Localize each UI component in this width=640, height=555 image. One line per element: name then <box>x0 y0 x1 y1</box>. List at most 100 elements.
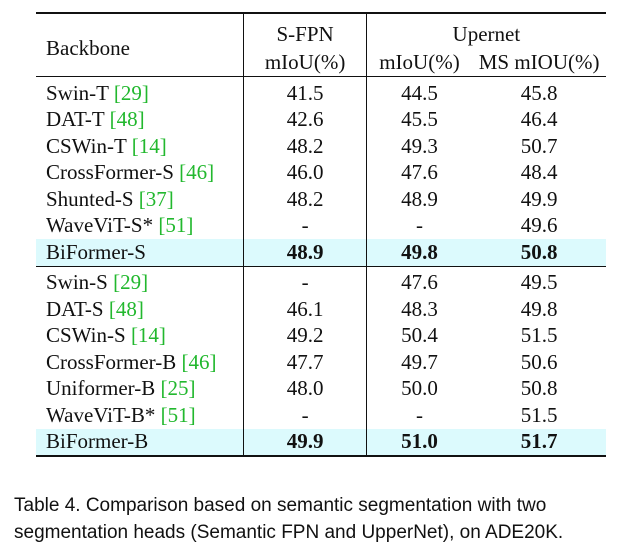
backbone-cell: Uniformer-B [25] <box>36 376 244 403</box>
sfpn-miou-cell: 48.9 <box>243 239 367 266</box>
table-row: DAT-T [48] 42.6 45.5 46.4 <box>36 106 606 134</box>
citation-link[interactable]: [14] <box>130 323 166 348</box>
backbone-cell: Swin-S [29] <box>36 270 244 297</box>
results-table-container: Backbone S-FPN Upernet mIoU(%) mIoU(%) M… <box>36 12 606 457</box>
sfpn-miou-cell: - <box>243 402 367 429</box>
backbone-name: CrossFormer-S <box>46 160 180 185</box>
citation-link[interactable]: [51] <box>158 213 194 238</box>
sfpn-miou-cell: 48.2 <box>243 133 367 160</box>
backbone-cell: BiFormer-B <box>36 428 244 456</box>
backbone-name: DAT-T <box>46 107 110 132</box>
upernet-miou-cell: - <box>365 402 473 429</box>
upernet-miou-cell: 49.3 <box>365 133 473 160</box>
header-upernet-ms-miou: MS mIOU(%) <box>478 49 600 74</box>
header-row-2: mIoU(%) mIoU(%) MS mIOU(%) <box>36 48 606 77</box>
backbone-name: CSWin-T <box>46 133 132 158</box>
upernet-miou-cell: 50.4 <box>365 322 473 349</box>
upernet-ms-miou-cell: 49.8 <box>520 296 558 321</box>
backbone-cell: CSWin-T [14] <box>36 133 244 160</box>
upernet-miou-cell: 45.5 <box>365 106 473 133</box>
backbone-cell: WaveViT-B* [51] <box>36 402 244 429</box>
header-upernet-group: Upernet <box>365 13 606 48</box>
backbone-cell: WaveViT-S* [51] <box>36 213 244 240</box>
header-sfpn-miou: mIoU(%) <box>243 48 367 77</box>
header-sfpn-group: S-FPN <box>243 13 367 48</box>
upernet-ms-miou-cell: 49.6 <box>520 213 558 238</box>
backbone-name: WaveViT-B* <box>46 402 161 427</box>
backbone-name: Swin-T <box>46 80 114 105</box>
sfpn-miou-cell: 46.1 <box>243 296 367 323</box>
group-small-models: Swin-T [29] 41.5 44.5 45.8 DAT-T [48] 42.6 45.… <box>36 76 606 266</box>
upernet-miou-cell: 44.5 <box>365 80 473 107</box>
citation-link[interactable]: [29] <box>113 270 149 295</box>
section-rule <box>36 76 606 77</box>
sfpn-miou-cell: - <box>243 212 367 239</box>
table-caption: Table 4. Comparison based on semantic se… <box>14 495 564 543</box>
upernet-ms-miou-cell: 51.7 <box>472 428 606 456</box>
header-upernet-miou: mIoU(%) <box>365 48 473 77</box>
backbone-name: Shunted-S <box>46 186 139 211</box>
table-row: CSWin-S [14] 49.2 50.4 51.5 <box>36 322 606 350</box>
backbone-cell: CSWin-S [14] <box>36 323 244 350</box>
upernet-ms-miou-cell: 46.4 <box>520 107 558 132</box>
backbone-cell: Shunted-S [37] <box>36 186 244 213</box>
upernet-ms-miou-cell: 45.8 <box>520 80 558 105</box>
backbone-cell: DAT-T [48] <box>36 107 244 134</box>
table-row: DAT-S [48] 46.1 48.3 49.8 <box>36 296 606 323</box>
table-row: WaveViT-B* [51] - -51.5 <box>36 402 606 429</box>
upernet-ms-miou-cell: 50.8 <box>520 376 558 401</box>
backbone-cell: CrossFormer-S [46] <box>36 160 244 187</box>
sfpn-miou-cell: 49.9 <box>243 428 367 456</box>
backbone-cell: Swin-T [29] <box>36 80 244 107</box>
upernet-miou-cell: 50.0 <box>365 375 473 402</box>
table-row: CrossFormer-B [46] 47.7 49.7 50.6 <box>36 349 606 376</box>
backbone-name: Swin-S <box>46 270 114 295</box>
backbone-name: Uniformer-B <box>46 376 161 401</box>
citation-link[interactable]: [29] <box>113 80 149 105</box>
backbone-name: DAT-S <box>46 296 109 321</box>
upernet-miou-cell: 47.6 <box>365 269 473 296</box>
header-backbone: Backbone <box>46 35 130 60</box>
table-row: WaveViT-S* [51] - -49.6 <box>36 212 606 240</box>
backbone-cell: DAT-S [48] <box>36 296 244 323</box>
backbone-cell: CrossFormer-B [46] <box>36 349 244 376</box>
citation-link[interactable]: [51] <box>160 402 196 427</box>
citation-link[interactable]: [14] <box>131 133 167 158</box>
upernet-miou-cell: 48.3 <box>365 296 473 323</box>
citation-link[interactable]: [46] <box>181 349 217 374</box>
upernet-ms-miou-cell: 49.5 <box>520 270 558 295</box>
table-row: CrossFormer-S [46] 46.0 47.6 48.4 <box>36 159 606 187</box>
upernet-ms-miou-cell: 48.4 <box>520 160 558 185</box>
citation-link[interactable]: [25] <box>160 376 196 401</box>
backbone-name: CrossFormer-B <box>46 349 182 374</box>
citation-link[interactable]: [37] <box>138 186 174 211</box>
sfpn-miou-cell: 48.2 <box>243 186 367 213</box>
table-row: Uniformer-B [25] 48.0 50.0 50.8 <box>36 375 606 403</box>
backbone-name: CSWin-S <box>46 323 131 348</box>
citation-link[interactable]: [46] <box>179 160 215 185</box>
upernet-ms-miou-cell: 50.6 <box>520 349 558 374</box>
table-row: Shunted-S [37] 48.2 48.9 49.9 <box>36 186 606 213</box>
upernet-ms-miou-cell: 49.9 <box>520 186 558 211</box>
upernet-ms-miou-cell: 50.8 <box>472 239 606 266</box>
table-row: Swin-S [29] -47.6 49.5 <box>36 269 606 297</box>
upernet-miou-cell: 49.7 <box>365 349 473 376</box>
table-row: CSWin-T [14] 48.2 49.3 50.7 <box>36 133 606 160</box>
sfpn-miou-cell: 47.7 <box>243 349 367 376</box>
sfpn-miou-cell: 41.5 <box>243 80 367 107</box>
upernet-miou-cell: 51.0 <box>365 428 473 456</box>
upernet-miou-cell: 49.8 <box>365 239 473 266</box>
citation-link[interactable]: [48] <box>109 107 145 132</box>
upernet-miou-cell: 48.9 <box>365 186 473 213</box>
citation-link[interactable]: [48] <box>108 296 144 321</box>
upernet-ms-miou-cell: 51.5 <box>520 402 558 427</box>
upernet-ms-miou-cell: 50.7 <box>520 133 558 158</box>
backbone-name: WaveViT-S* <box>46 213 159 238</box>
group-base-models: Swin-S [29] -47.6 49.5 DAT-S [48] 46.1 48.3 49… <box>36 265 606 456</box>
sfpn-miou-cell: 42.6 <box>243 106 367 133</box>
upernet-miou-cell: - <box>365 212 473 239</box>
sfpn-miou-cell: 46.0 <box>243 159 367 186</box>
sfpn-miou-cell: 49.2 <box>243 322 367 349</box>
segmentation-results-table: Backbone S-FPN Upernet mIoU(%) mIoU(%) M… <box>36 12 606 457</box>
backbone-cell: BiFormer-S <box>36 239 244 266</box>
